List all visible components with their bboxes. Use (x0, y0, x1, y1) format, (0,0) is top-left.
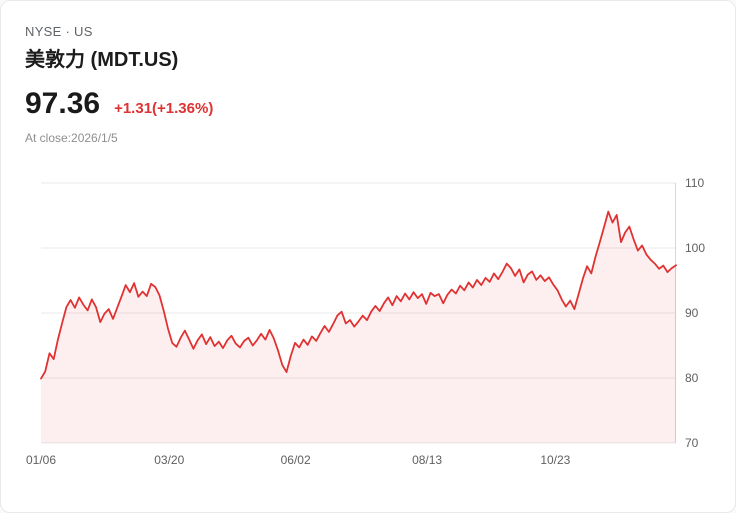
exchange-label: NYSE · US (25, 24, 93, 39)
y-axis-label: 100 (685, 241, 706, 255)
price-area (41, 211, 676, 443)
x-axis-label: 01/06 (25, 453, 57, 467)
x-axis-label: 08/13 (412, 453, 443, 467)
y-axis-label: 110 (685, 176, 705, 190)
y-axis-label: 80 (685, 371, 699, 385)
quote-header: NYSE · US 美敦力 (MDT.US) 97.36 +1.31(+1.36… (1, 1, 735, 146)
x-axis-label: 06/02 (280, 453, 311, 467)
price-change: +1.31(+1.36%) (114, 100, 214, 117)
x-axis-label: 10/23 (540, 453, 571, 467)
y-axis-label: 70 (685, 436, 699, 450)
x-axis-labels: 01/06 03/20 06/02 08/13 10/23 (26, 453, 676, 469)
stock-name: 美敦力 (MDT.US) (25, 49, 179, 71)
x-axis-label: 03/20 (154, 453, 185, 467)
price-line (40, 210, 677, 380)
price-row: 97.36 +1.31(+1.36%) (25, 87, 711, 121)
y-axis-label: 90 (685, 306, 699, 320)
price-chart[interactable] (40, 182, 677, 444)
close-time-note: At close:2026/1/5 (25, 131, 118, 145)
y-axis-labels: 110 100 90 80 70 (685, 176, 725, 450)
last-price: 97.36 (25, 87, 101, 120)
